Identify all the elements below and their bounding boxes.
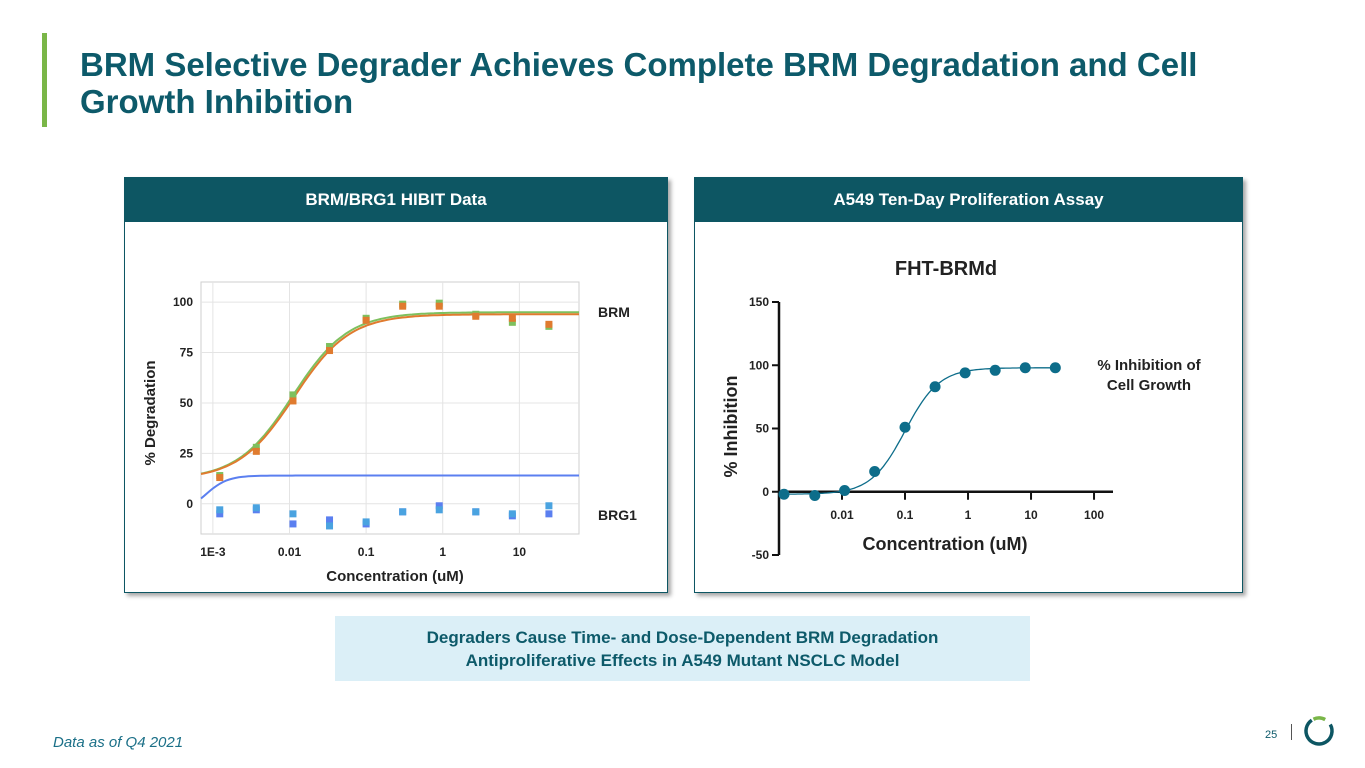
x-tick-label: 1: [965, 508, 972, 522]
data-point: [289, 391, 297, 399]
x-axis-label: Concentration (uM): [863, 534, 1028, 554]
data-point: [435, 502, 443, 510]
data-point: [839, 484, 851, 496]
data-point: [508, 314, 516, 322]
data-point: [216, 506, 224, 514]
data-point: [289, 510, 297, 518]
data-point: [1049, 362, 1061, 374]
data-point: [929, 381, 941, 393]
plot-area: [200, 281, 580, 535]
y-tick-label: 0: [186, 497, 193, 511]
data-point: [472, 508, 480, 516]
y-tick-label: 50: [180, 396, 194, 410]
data-point: [959, 367, 971, 379]
data-point: [252, 443, 260, 451]
data-date-footnote: Data as of Q4 2021: [53, 734, 184, 751]
y-axis-label: % Degradation: [142, 360, 159, 465]
y-tick-label: 25: [180, 446, 194, 460]
data-point: [362, 518, 370, 526]
y-tick-label: 150: [749, 295, 769, 309]
hibit-chart: 0 25 50 75 100 1E-3 0.01 0.1 1 10 Concentration (u…: [142, 281, 637, 585]
x-tick-label: 10: [1024, 508, 1038, 522]
series-label-brg1: BRG1: [598, 507, 637, 523]
y-tick-label: -50: [752, 548, 770, 562]
x-tick-label: 0.1: [358, 545, 375, 559]
data-point: [326, 516, 334, 524]
data-point: [326, 343, 334, 351]
proliferation-panel: A549 Ten-Day Proliferation Assay FHT-BRM…: [694, 177, 1243, 593]
summary-line-1: Degraders Cause Time- and Dose-Dependent…: [426, 627, 939, 647]
summary-line-2: Antiproliferative Effects in A549 Mutant…: [465, 650, 900, 670]
page-title: BRM Selective Degrader Achieves Complete…: [80, 46, 1198, 120]
legend-label-line-1: % Inhibition of: [1097, 357, 1201, 374]
x-tick-label: 0.01: [830, 508, 854, 522]
data-point: [472, 312, 480, 320]
page-divider: [1291, 724, 1292, 740]
company-logo-icon: [1304, 716, 1334, 746]
data-point: [508, 510, 516, 518]
data-point: [289, 397, 297, 405]
fit-curve: [200, 474, 579, 500]
fit-curve: [784, 367, 1056, 495]
hibit-panel: BRM/BRG1 HIBIT Data 0 25 50 75 100 1E-3 0.01 0.…: [124, 177, 668, 593]
proliferation-panel-header: A549 Ten-Day Proliferation Assay: [695, 178, 1242, 222]
hibit-panel-header: BRM/BRG1 HIBIT Data: [125, 178, 667, 222]
data-point: [508, 318, 516, 326]
data-point: [399, 508, 407, 516]
y-tick-label: 100: [173, 295, 193, 309]
x-tick-label: 10: [513, 545, 527, 559]
legend-label-line-2: Cell Growth: [1107, 377, 1191, 394]
data-point: [289, 520, 297, 528]
data-point: [362, 316, 370, 324]
data-point: [435, 506, 443, 514]
data-point: [899, 421, 911, 433]
data-point: [216, 474, 224, 482]
data-point: [778, 488, 790, 500]
x-tick-label: 100: [1084, 508, 1104, 522]
y-tick-label: 75: [180, 346, 194, 360]
data-point: [545, 502, 553, 510]
y-tick-label: 100: [749, 358, 769, 372]
x-tick-label: 1: [439, 545, 446, 559]
y-axis-label: % Inhibition: [721, 376, 741, 478]
x-tick-label: 0.1: [897, 508, 914, 522]
y-tick-label: 0: [762, 485, 769, 499]
data-point: [1019, 362, 1031, 374]
data-point: [326, 522, 334, 530]
title-accent-bar: [42, 33, 47, 127]
x-tick-label: 1E-3: [200, 545, 226, 559]
x-tick-label: 0.01: [278, 545, 302, 559]
page-number: 25: [1265, 729, 1278, 741]
fit-curve: [200, 313, 579, 475]
summary-callout: Degraders Cause Time- and Dose-Dependent…: [335, 616, 1030, 681]
fit-curve: [200, 311, 579, 475]
data-point: [545, 320, 553, 328]
series-label-brm: BRM: [598, 304, 630, 320]
data-point: [399, 302, 407, 310]
data-point: [809, 490, 821, 502]
data-point: [326, 347, 334, 355]
data-point: [869, 466, 881, 478]
data-point: [216, 510, 224, 518]
data-point: [252, 447, 260, 455]
chart-title: FHT-BRMd: [895, 258, 997, 280]
data-point: [545, 510, 553, 518]
x-axis-label: Concentration (uM): [326, 568, 463, 585]
data-point: [989, 364, 1001, 376]
proliferation-chart: FHT-BRMd -50 0 50 100 150 0.01 0.1 1 10 100 Concent…: [721, 258, 1202, 562]
data-point: [435, 302, 443, 310]
y-tick-label: 50: [756, 422, 770, 436]
data-point: [252, 504, 260, 512]
